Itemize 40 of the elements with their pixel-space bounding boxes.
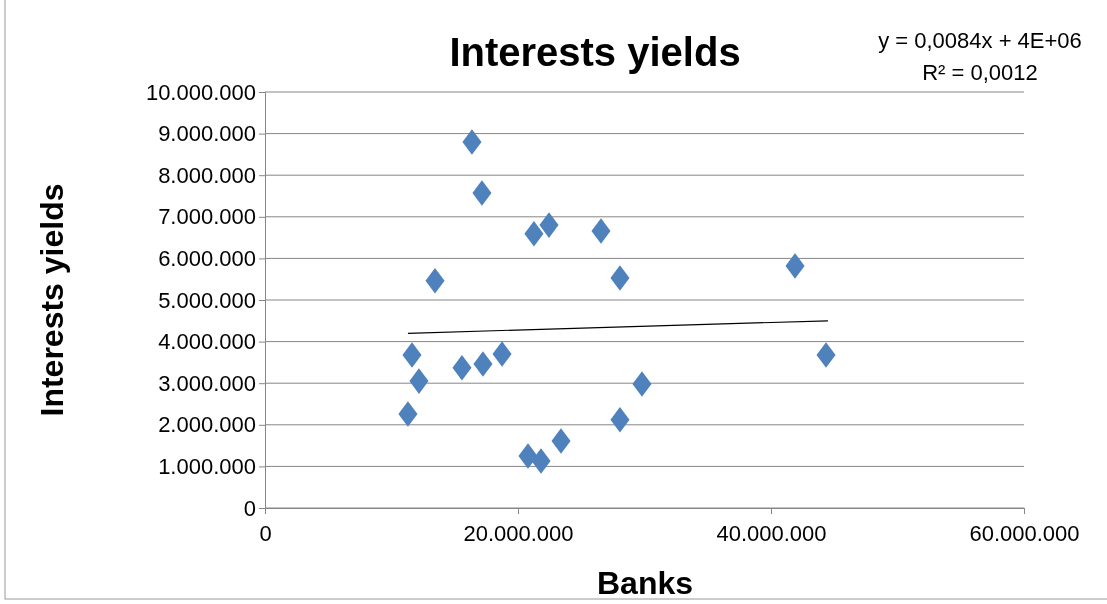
y-tick-label: 1.000.000 bbox=[158, 453, 256, 479]
point bbox=[632, 371, 652, 397]
point bbox=[539, 212, 559, 238]
y-tick-label: 9.000.000 bbox=[158, 121, 256, 147]
text: R² = 0,0012 bbox=[922, 60, 1038, 85]
point bbox=[610, 265, 630, 291]
y-axis-title: Interests yields bbox=[34, 183, 70, 417]
point bbox=[472, 180, 492, 206]
point bbox=[402, 342, 422, 368]
point bbox=[425, 268, 445, 294]
point bbox=[409, 368, 429, 394]
y-tick-label: 0 bbox=[243, 495, 256, 521]
point bbox=[531, 448, 551, 474]
point bbox=[816, 342, 836, 368]
point bbox=[473, 351, 493, 377]
y-tick-label: 7.000.000 bbox=[158, 204, 256, 230]
point bbox=[492, 341, 512, 367]
x-tick-label: 20.000.000 bbox=[463, 521, 574, 547]
y-tick-label: 8.000.000 bbox=[158, 162, 256, 188]
point bbox=[610, 407, 630, 433]
x-axis-title: Banks bbox=[596, 565, 694, 601]
point bbox=[462, 129, 482, 155]
point bbox=[452, 355, 472, 381]
x-tick-label: 60.000.000 bbox=[969, 521, 1080, 547]
y-tick-label: 3.000.000 bbox=[158, 370, 256, 396]
point bbox=[524, 221, 544, 247]
point bbox=[551, 428, 571, 454]
point bbox=[398, 401, 418, 427]
point bbox=[785, 253, 805, 279]
y-tick-label: 2.000.000 bbox=[158, 412, 256, 438]
chart-title: Interests yields bbox=[449, 30, 741, 74]
point bbox=[518, 443, 538, 469]
y-tick-label: 6.000.000 bbox=[158, 245, 256, 271]
y-tick-label: 4.000.000 bbox=[158, 329, 256, 355]
text: y = 0,0084x + 4E+06 bbox=[878, 28, 1082, 53]
x-tick-label: 40.000.000 bbox=[716, 521, 827, 547]
x-tick-label: 0 bbox=[259, 521, 272, 547]
y-tick-label: 5.000.000 bbox=[158, 287, 256, 313]
point bbox=[591, 218, 611, 244]
y-tick-label: 10.000.000 bbox=[145, 79, 256, 105]
